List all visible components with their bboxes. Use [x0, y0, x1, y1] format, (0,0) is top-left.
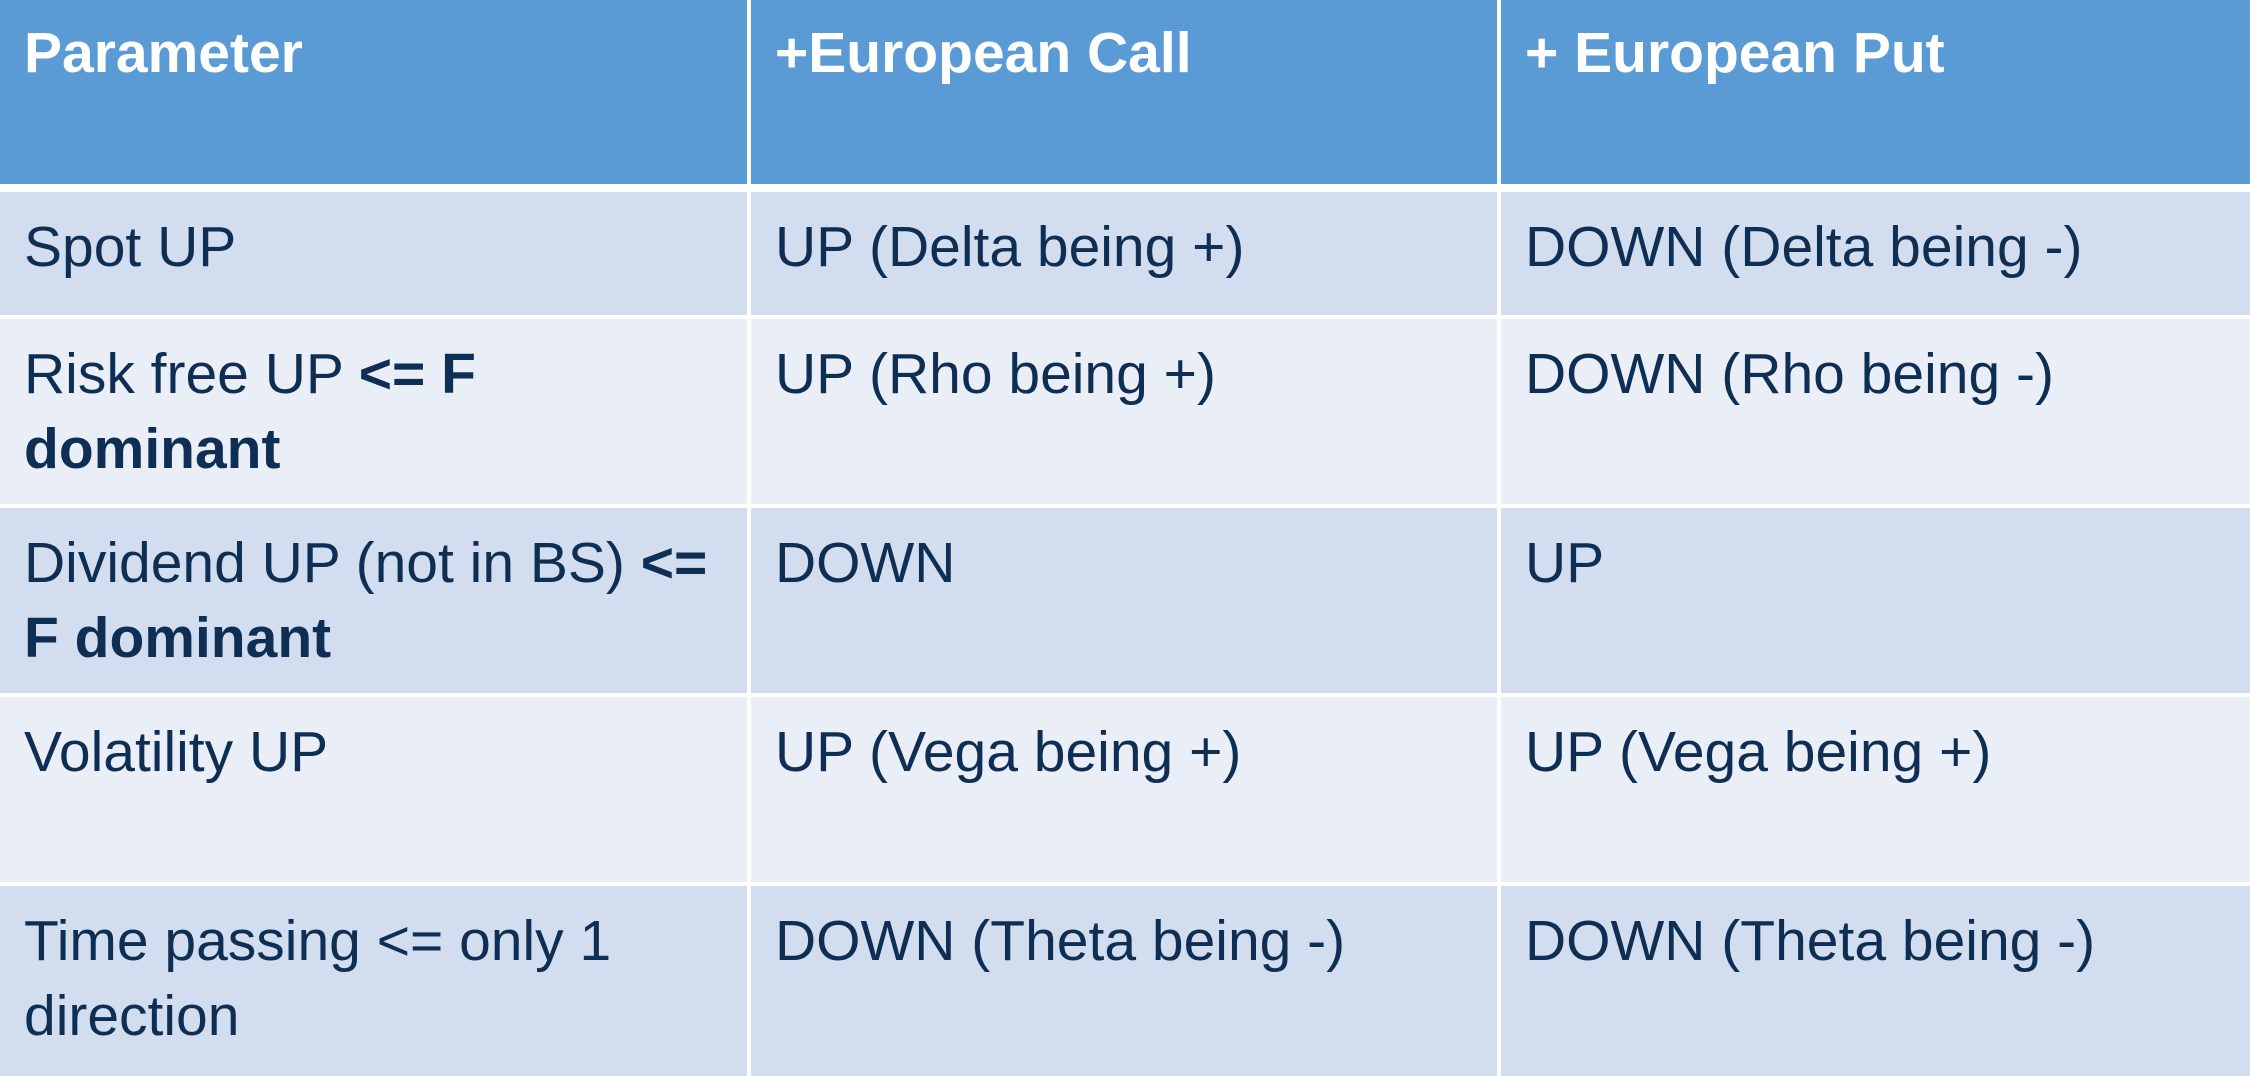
put-effect-cell: DOWN (Theta being -) [1501, 886, 2250, 1076]
row-parameter-cell: Spot UP [0, 192, 751, 319]
call-effect-cell: UP (Rho being +) [751, 319, 1501, 508]
put-effect-cell: DOWN (Rho being -) [1501, 319, 2250, 508]
header-european-call: +European Call [751, 0, 1501, 192]
parameter-bold-note: <= F dominant [24, 342, 476, 481]
call-effect-cell: DOWN [751, 508, 1501, 697]
row-parameter-cell: Volatility UP [0, 697, 751, 886]
row-parameter-cell: Risk free UP <= F dominant [0, 319, 751, 508]
parameter-label: Dividend UP (not in BS) [24, 531, 641, 595]
header-european-put: + European Put [1501, 0, 2250, 192]
row-parameter-cell: Dividend UP (not in BS) <= F dominant [0, 508, 751, 697]
put-effect-cell: UP [1501, 508, 2250, 697]
table-row: Risk free UP <= F dominant UP (Rho being… [0, 319, 2250, 508]
table-row: Volatility UP UP (Vega being +) UP (Vega… [0, 697, 2250, 886]
put-effect-cell: UP (Vega being +) [1501, 697, 2250, 886]
parameter-label: Time passing <= only 1 direction [24, 909, 612, 1048]
row-parameter-cell: Time passing <= only 1 direction [0, 886, 751, 1076]
call-effect-cell: UP (Delta being +) [751, 192, 1501, 319]
call-effect-cell: DOWN (Theta being -) [751, 886, 1501, 1076]
parameter-label: Volatility UP [24, 720, 329, 784]
table-row: Time passing <= only 1 direction DOWN (T… [0, 886, 2250, 1076]
parameter-label: Spot UP [24, 215, 237, 279]
parameter-label: Risk free UP [24, 342, 359, 406]
table-header-row: Parameter +European Call + European Put [0, 0, 2250, 192]
parameter-bold-note: <= F dominant [24, 531, 708, 670]
put-effect-cell: DOWN (Delta being -) [1501, 192, 2250, 319]
call-effect-cell: UP (Vega being +) [751, 697, 1501, 886]
table-row: Dividend UP (not in BS) <= F dominant DO… [0, 508, 2250, 697]
table-row: Spot UP UP (Delta being +) DOWN (Delta b… [0, 192, 2250, 319]
header-parameter: Parameter [0, 0, 751, 192]
